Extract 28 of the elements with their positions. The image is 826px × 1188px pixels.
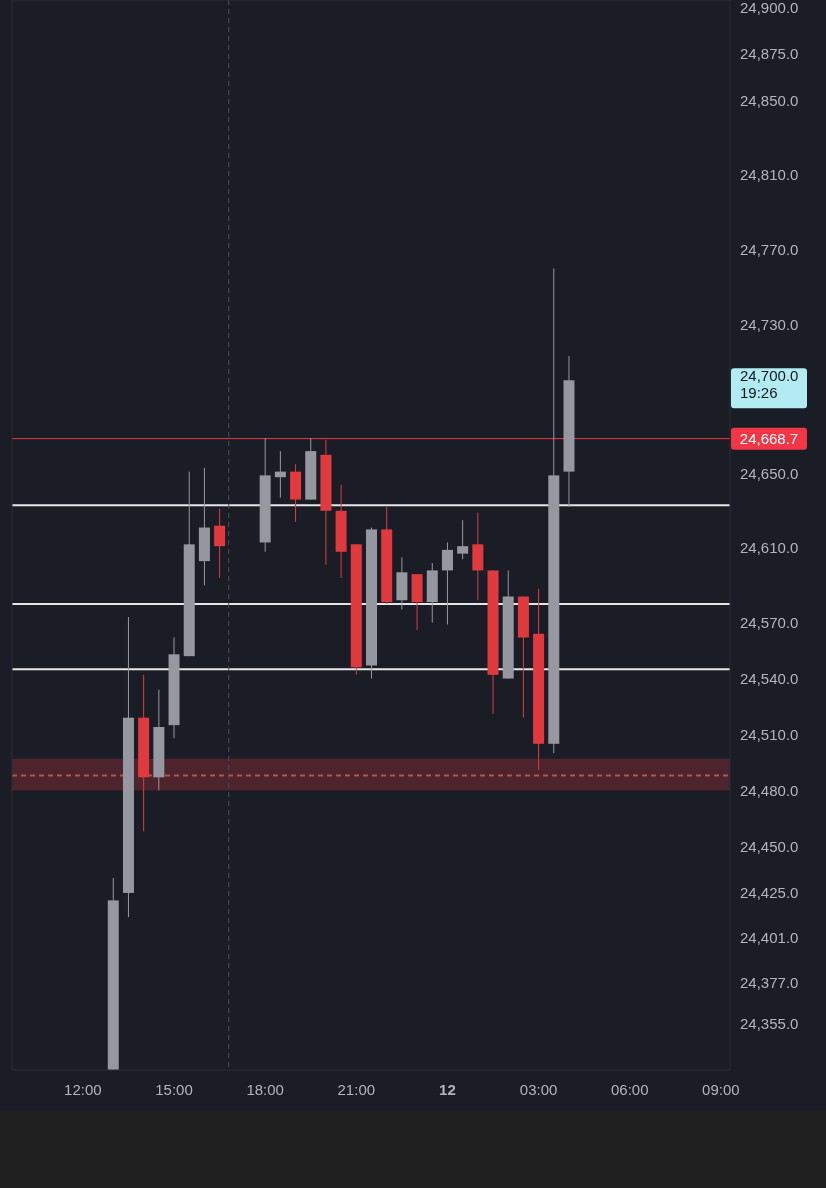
y-tick-label: 24,850.0 [740, 91, 799, 109]
y-tick-label: 24,425.0 [740, 884, 799, 902]
ref-line-label: 24,668.7 [739, 429, 799, 447]
y-tick-label: 24,480.0 [740, 781, 799, 799]
y-tick-label: 24,355.0 [740, 1014, 799, 1032]
y-tick-label: 24,570.0 [740, 613, 799, 631]
x-tick-label: 09:00 [702, 1081, 740, 1098]
x-tick-label: 21:00 [337, 1081, 376, 1098]
y-tick-label: 24,770.0 [740, 241, 799, 259]
y-tick-label: 24,875.0 [740, 45, 799, 63]
text: 19:26 [740, 384, 778, 402]
y-tick-label: 24,377.0 [740, 973, 799, 991]
x-tick-label: 15:00 [155, 1081, 193, 1098]
y-tick-label: 24,610.0 [740, 539, 799, 557]
y-tick-label: 24,401.0 [740, 928, 799, 946]
text: 24,700.0 [740, 367, 799, 385]
y-tick-label: 24,900.0 [740, 0, 799, 16]
x-tick-label: 18:00 [246, 1081, 284, 1098]
x-tick-label: 06:00 [610, 1081, 649, 1098]
y-tick-label: 24,650.0 [740, 464, 799, 482]
y-tick-label: 24,730.0 [740, 315, 799, 333]
x-tick-label: 12 [439, 1081, 456, 1098]
y-tick-label: 24,810.0 [740, 166, 799, 184]
y-tick-label: 24,510.0 [740, 725, 799, 743]
x-tick-label: 03:00 [519, 1081, 558, 1098]
x-tick-label: 12:00 [64, 1081, 102, 1098]
y-tick-label: 24,540.0 [740, 669, 799, 687]
y-tick-label: 24,450.0 [740, 837, 799, 855]
